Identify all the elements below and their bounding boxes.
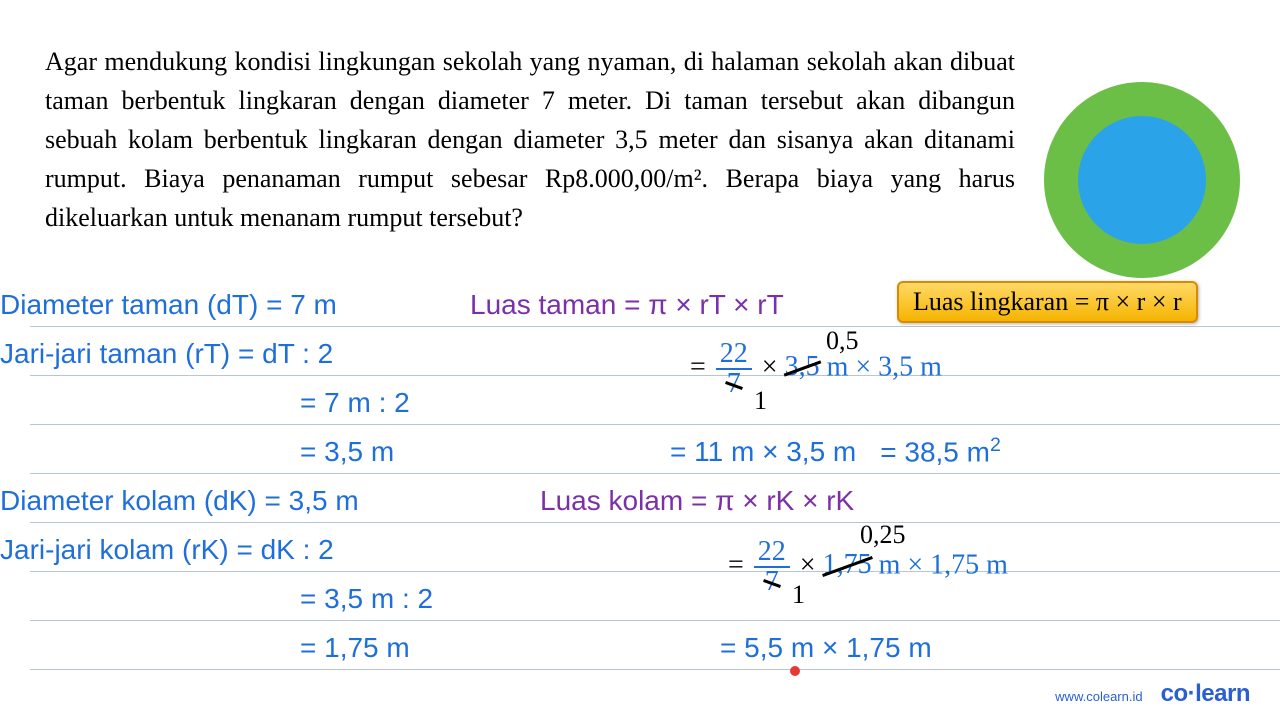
- eq2-fraction: 22 7: [754, 538, 790, 596]
- pond-inner-circle: [1078, 116, 1206, 244]
- eq2-equals: =: [728, 549, 751, 580]
- luas-taman-result-line: = 11 m × 3,5 m = 38,5 m2: [470, 427, 1280, 476]
- footer: www.colearn.id co·learn: [1055, 680, 1250, 708]
- pointer-dot: [790, 666, 800, 676]
- luas-kolam-step: = 5,5 m × 1,75 m: [470, 623, 1280, 672]
- eq2-strike-175: 1,75: [823, 549, 872, 581]
- footer-logo: co·learn: [1161, 680, 1250, 708]
- eq1-times1: ×: [762, 351, 785, 382]
- eq2-annot-bot: 1: [792, 580, 805, 610]
- eq1-tail: m × 3,5 m: [827, 351, 942, 382]
- lt-fraction-calc: = 22 7 × 3,5 m × 3,5 m: [690, 340, 942, 398]
- eq1-den-strike: 7: [727, 370, 741, 398]
- eq1-strike-35: 3,5: [785, 351, 820, 383]
- eq2-tail: m × 1,75 m: [879, 549, 1008, 580]
- lt-final: = 38,5 m2: [880, 434, 1001, 468]
- luas-taman-header: Luas taman = π × rT × rT: [470, 280, 1280, 329]
- right-workings: Luas taman = π × rT × rT = 11 m × 3,5 m …: [470, 280, 1280, 672]
- eq2-times1: ×: [800, 549, 823, 580]
- luas-kolam-header: Luas kolam = π × rK × rK: [470, 476, 1280, 525]
- eq1-annot-top: 0,5: [826, 326, 859, 356]
- eq1-fraction: 22 7: [716, 340, 752, 398]
- eq1-annot-bot: 1: [754, 386, 767, 416]
- eq1-equals: =: [690, 351, 713, 382]
- eq2-den-strike: 7: [765, 568, 779, 596]
- eq2-annot-top: 0,25: [860, 520, 906, 550]
- footer-url: www.colearn.id: [1055, 689, 1142, 704]
- problem-statement: Agar mendukung kondisi lingkungan sekola…: [45, 42, 1015, 237]
- lt-11x35: = 11 m × 3,5 m: [670, 436, 856, 468]
- garden-diagram: [1044, 82, 1240, 278]
